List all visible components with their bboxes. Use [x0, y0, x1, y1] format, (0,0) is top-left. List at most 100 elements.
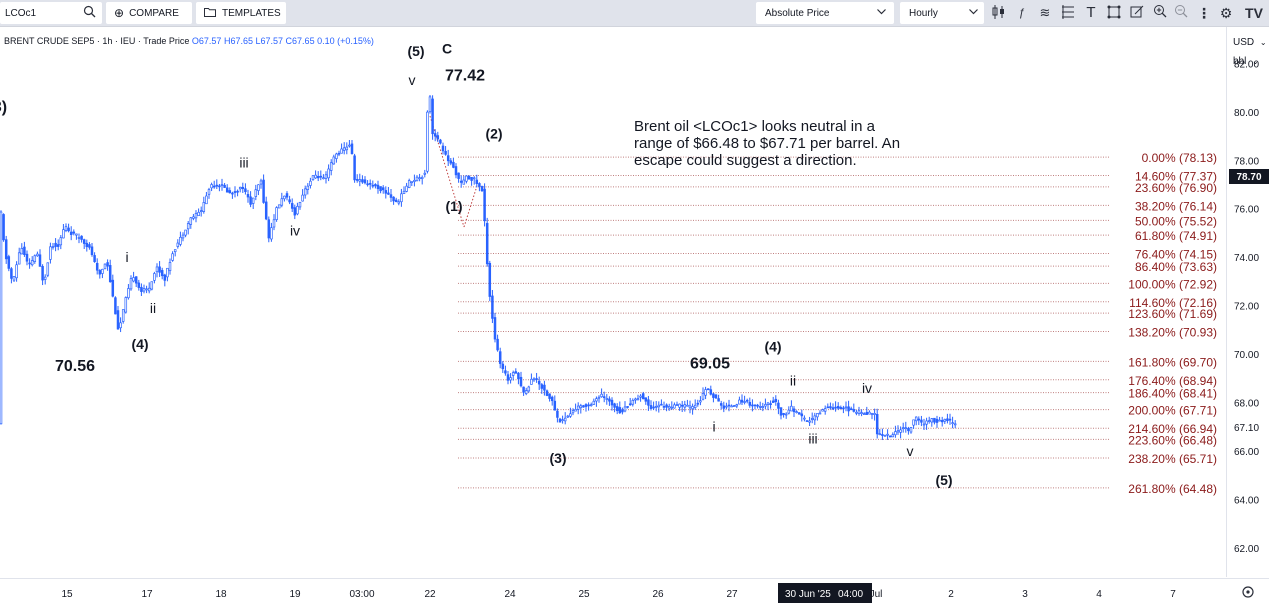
legend-close: C67.65 [285, 36, 315, 46]
candle [186, 220, 190, 235]
candle [641, 391, 645, 400]
wave-2-dotted-line [463, 188, 477, 228]
candle [238, 186, 242, 193]
price-chart[interactable]: 0.00% (78.13) 14.60% (77.37)23.60% (76.90… [0, 27, 1226, 577]
fib-retracement-levels: 0.00% (78.13) 14.60% (77.37)23.60% (76.90… [458, 151, 1217, 496]
candle [875, 408, 879, 439]
settings-gear-icon[interactable]: ⚙ [1219, 5, 1233, 21]
candle [626, 406, 629, 409]
candle [459, 175, 463, 188]
candle [298, 201, 302, 210]
candle [314, 170, 317, 179]
candle [888, 435, 892, 438]
price-tick-label: 64.00 [1234, 495, 1259, 506]
text-tool-icon[interactable]: T [1086, 4, 1096, 21]
pattern-tool-icon[interactable] [1105, 4, 1123, 22]
symbol-search-field[interactable]: LCOc1 [0, 2, 102, 24]
indicators-icon[interactable]: ƒ [1018, 7, 1026, 19]
candle [423, 169, 427, 178]
candle [647, 395, 650, 411]
candle [340, 143, 343, 154]
legend-change: 0.10 (+0.15%) [317, 36, 374, 46]
wave-label: i [125, 249, 128, 265]
candle [38, 249, 42, 267]
candle [943, 418, 947, 425]
candles-style-icon[interactable] [990, 4, 1008, 22]
candle [678, 403, 681, 411]
candle [873, 408, 876, 421]
candle [667, 403, 671, 411]
candle [303, 185, 307, 199]
candle [410, 181, 414, 187]
candle [660, 399, 663, 406]
wave-drawing-icon[interactable]: ≋ [1039, 5, 1051, 20]
compare-button[interactable]: ⊕ COMPARE [106, 2, 192, 24]
candle [64, 223, 68, 233]
candle [132, 271, 135, 283]
candle [925, 417, 928, 430]
annotation-tool-icon[interactable] [1128, 4, 1146, 22]
wave-label: 70.56 [55, 358, 95, 375]
candle [2, 213, 5, 242]
candle [199, 206, 203, 217]
candle [173, 249, 177, 257]
candle [470, 176, 473, 186]
candle [576, 402, 580, 415]
price-type-value: Absolute Price [765, 7, 830, 19]
candle [842, 405, 845, 414]
candle [33, 254, 37, 264]
candle [886, 429, 889, 440]
candle [337, 150, 341, 157]
candle [899, 426, 902, 439]
candle [101, 268, 104, 279]
wave-label: i [712, 419, 715, 435]
candle [782, 412, 785, 418]
zoom-in-icon[interactable] [1151, 4, 1169, 22]
candle [262, 174, 265, 204]
candle [628, 397, 632, 406]
candle [738, 396, 741, 405]
candle [223, 182, 226, 188]
price-axis[interactable]: USD ⌄ bbl ⌄ 82.00 80.00 78.00 76.00 74.00 72.… [1226, 27, 1269, 577]
zoom-out-icon[interactable] [1172, 4, 1190, 22]
more-options-icon[interactable]: ⋮ [1197, 5, 1211, 21]
candle [158, 261, 161, 277]
candle [51, 242, 55, 250]
candle [106, 259, 109, 271]
fib-level-label: 123.60% (71.69) [1128, 307, 1217, 321]
candle [670, 401, 674, 410]
wave-label: iv [862, 380, 872, 396]
candle [137, 279, 141, 291]
candle [927, 416, 931, 424]
fib-level-label: 38.20% (76.14) [1135, 199, 1217, 213]
candle [748, 397, 752, 408]
elliott-wave-labels: 3)iii(4)70.56iiiiv(5)vC77.42(2)(1)(3)69.… [0, 41, 953, 488]
candle [225, 184, 229, 193]
candle [194, 210, 198, 223]
candle [309, 177, 312, 189]
wave-label: v [907, 443, 914, 459]
time-axis[interactable]: 15 17 18 19 03:00 22 24 25 26 27 Jul 2 3 4 7 30 Jun '2… [0, 578, 1269, 604]
currency-selector[interactable]: USD ⌄ [1233, 37, 1267, 48]
interval-dropdown[interactable]: Hourly [900, 2, 984, 24]
time-axis-settings-icon[interactable] [1242, 586, 1254, 598]
unit-selector[interactable]: bbl ⌄ [1233, 56, 1259, 67]
price-type-dropdown[interactable]: Absolute Price [756, 2, 894, 24]
templates-button[interactable]: TEMPLATES [196, 2, 286, 24]
candle [36, 251, 39, 257]
candle [732, 404, 736, 407]
search-icon[interactable] [83, 5, 96, 21]
candle [862, 412, 866, 415]
candle [868, 410, 871, 415]
candle [930, 418, 934, 427]
candle [631, 398, 635, 407]
wave-label: v [409, 72, 416, 88]
candle [805, 420, 809, 422]
price-tick-label: 68.00 [1234, 399, 1259, 410]
candle [244, 183, 247, 195]
candle [912, 419, 915, 429]
price-tick-label: 80.00 [1234, 108, 1259, 119]
candle [15, 261, 18, 282]
candle [816, 413, 819, 421]
fib-tool-icon[interactable] [1059, 4, 1077, 22]
